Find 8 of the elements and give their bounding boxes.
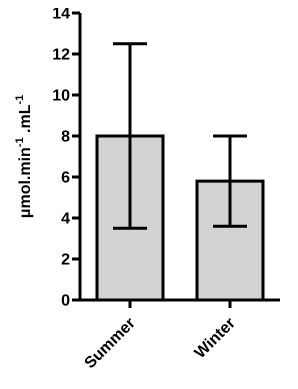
- y-tick-label: 10: [52, 88, 70, 105]
- y-tick-label: 8: [61, 128, 70, 146]
- y-tick-label: 4: [61, 210, 70, 228]
- y-tick-label: 12: [52, 46, 70, 64]
- y-tick-label: 0: [61, 292, 70, 310]
- y-tick-label: 2: [61, 252, 70, 269]
- y-tick-label: 6: [61, 170, 70, 187]
- y-tick-label: 14: [52, 6, 70, 23]
